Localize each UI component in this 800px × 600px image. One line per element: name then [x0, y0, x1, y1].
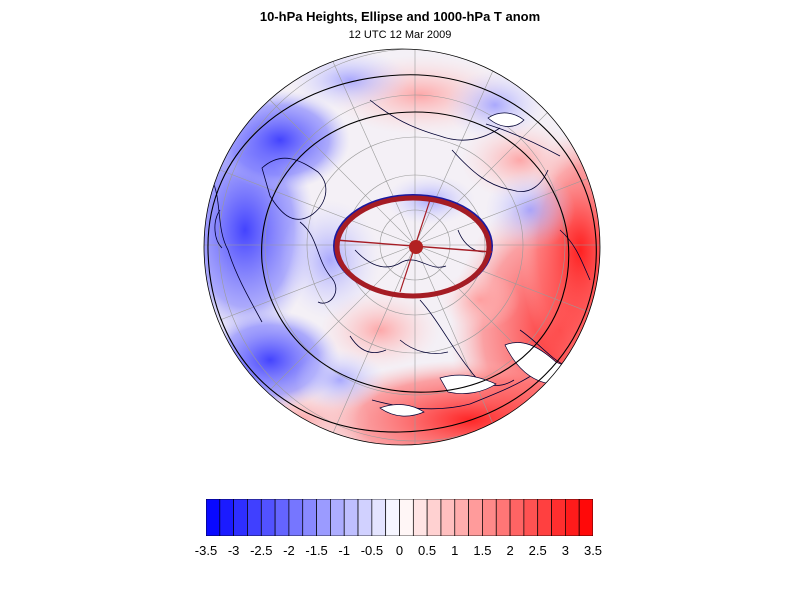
graticule: [204, 49, 600, 445]
colorbar-box: [440, 499, 456, 536]
colorbar-box: [206, 499, 221, 536]
colorbar-box: [219, 499, 234, 536]
colorbar-box: [357, 499, 373, 536]
colorbar-box: [260, 499, 276, 536]
colorbar-box: [578, 499, 593, 536]
figure-subtitle: 12 UTC 12 Mar 2009: [348, 29, 452, 41]
colorbar-tick-label: 1.5: [473, 543, 492, 558]
temperature-anomaly-field: [204, 49, 600, 445]
colorbar-tick-label: 0: [395, 543, 404, 558]
vortex-ellipse: [333, 194, 493, 299]
colorbar-box: [247, 499, 262, 536]
colorbar-tick-label: -0.5: [360, 543, 384, 558]
colorbar-tick-label: 2: [506, 543, 514, 558]
height-contours: [207, 74, 597, 433]
colorbar-box: [495, 499, 511, 536]
colorbar-box: [412, 499, 428, 536]
colorbar-box: [233, 499, 248, 536]
colorbar-box: [288, 499, 304, 536]
colorbar-tick-label: 3: [561, 543, 570, 558]
colorbar-tick-label: -2.5: [250, 543, 273, 558]
colorbar-box: [316, 499, 331, 536]
globe-outline: [203, 48, 601, 446]
colorbar-tick-label: -3.5: [194, 543, 218, 558]
colorbar-box: [330, 499, 345, 536]
colorbar-tick-label: -3: [227, 543, 240, 558]
ellipse-center-marker: [409, 240, 423, 254]
colorbar-tick-label: -2: [283, 543, 295, 558]
colorbar-box: [551, 499, 566, 536]
colorbar-box: [509, 499, 525, 536]
colorbar-box: [302, 499, 317, 536]
colorbar-tick-label: 3.5: [583, 543, 603, 558]
colorbar-tick-label: -1.5: [305, 543, 328, 558]
colorbar-box: [565, 499, 580, 536]
colorbar-labels: -3.5 -3 -2.5 -2 -1.5 -1 -0.5 0 0.5 1 1.5 2 2.5 3 3.5: [0, 543, 800, 563]
colorbar-box: [454, 499, 469, 536]
colorbar-box: [385, 499, 400, 536]
colorbar-tick-label: 1: [451, 543, 459, 558]
colorbar-box: [343, 499, 359, 536]
colorbar-tick-label: 0.5: [418, 543, 437, 558]
colorbar-box: [371, 499, 387, 536]
colorbar-tick-label: 2.5: [528, 543, 547, 558]
colorbar: [206, 499, 593, 536]
colorbar-box: [399, 499, 414, 536]
colorbar-box: [274, 499, 290, 536]
colorbar-tick-label: -1: [338, 543, 350, 558]
colorbar-box: [537, 499, 552, 536]
colorbar-box: [468, 499, 483, 536]
colorbar-box: [482, 499, 497, 536]
colorbar-box: [523, 499, 539, 536]
figure-title: 10-hPa Heights, Ellipse and 1000-hPa T a…: [259, 9, 541, 24]
colorbar-box: [426, 499, 442, 536]
